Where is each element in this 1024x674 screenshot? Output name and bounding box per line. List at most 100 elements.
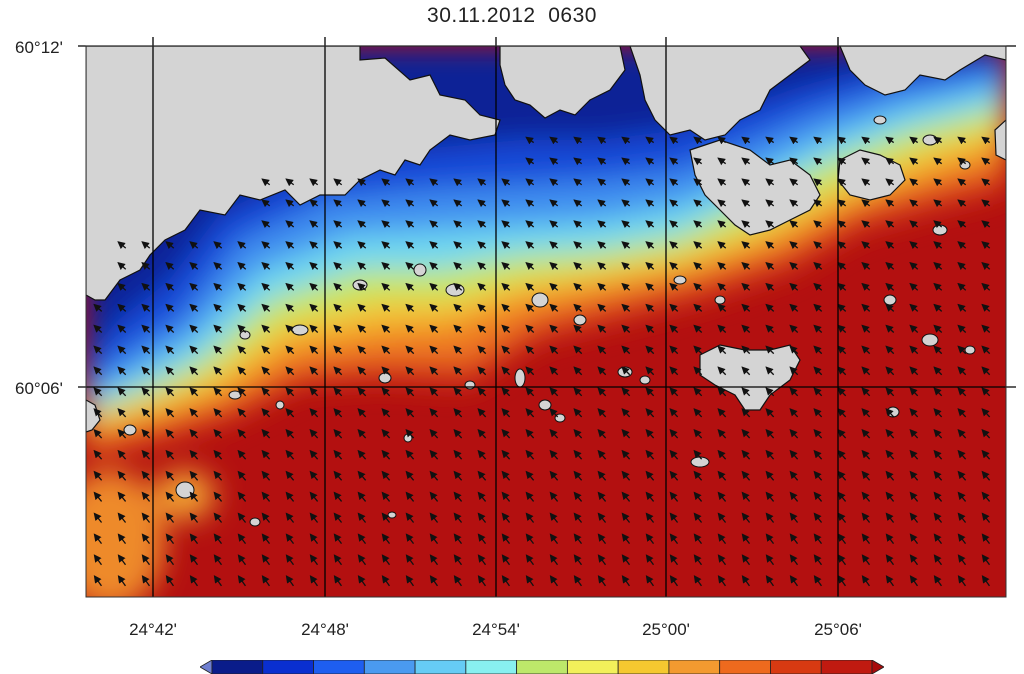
current-arrow-icon [141,470,151,481]
current-arrow-icon [933,512,943,523]
current-arrow-icon [981,533,991,545]
current-arrow-icon [597,220,607,229]
current-arrow-icon [573,428,583,439]
current-arrow-icon [741,366,751,376]
current-arrow-icon [453,178,463,187]
current-arrow-icon [549,408,559,418]
current-arrow-icon [765,157,775,166]
current-arrow-icon [213,449,223,460]
current-arrow-icon [261,261,271,270]
current-arrow-icon [669,282,679,291]
current-arrow-icon [693,241,703,250]
current-arrow-icon [501,575,510,587]
current-arrow-icon [357,345,367,355]
current-arrow-icon [837,324,847,333]
current-arrow-icon [549,470,559,481]
current-arrow-icon [549,241,559,250]
current-arrow-icon [789,303,799,312]
current-arrow-icon [141,345,151,355]
current-arrow-icon [909,157,919,166]
current-arrow-icon [765,449,775,460]
current-arrow-icon [765,220,775,229]
current-arrow-icon [669,324,679,333]
current-arrow-icon [597,533,607,545]
current-arrow-icon [813,408,823,418]
current-arrow-icon [501,449,511,460]
current-arrow-icon [789,575,798,587]
current-arrow-icon [933,491,943,502]
current-arrow-icon [597,345,607,355]
current-arrow-icon [597,449,607,460]
current-arrow-icon [981,575,990,587]
current-arrow-icon [213,408,223,418]
current-arrow-icon [189,428,199,439]
current-arrow-icon [261,449,271,460]
current-arrow-icon [669,220,679,229]
current-arrow-icon [669,261,679,270]
current-arrow-icon [837,303,847,312]
current-arrow-icon [93,449,103,460]
current-arrow-icon [933,241,943,250]
current-arrow-icon [597,324,607,333]
current-arrow-icon [501,512,511,523]
color-scale-swatch [414,660,467,674]
current-arrow-icon [813,387,823,397]
current-arrow-icon [741,220,751,229]
current-arrow-icon [837,387,847,397]
lon-label-1: 24°42' [129,620,177,639]
current-arrow-icon [837,575,846,587]
current-arrow-icon [381,199,391,208]
current-arrow-icon [981,157,991,166]
current-arrow-icon [573,345,583,355]
current-arrow-icon [645,554,655,566]
current-arrow-icon [357,491,367,502]
land-mass [86,46,1006,433]
current-arrow-icon [261,345,271,355]
current-arrow-icon [477,220,487,229]
current-arrow-icon [285,533,295,545]
current-arrow-icon [597,491,607,502]
current-arrow-icon [837,366,847,376]
current-arrow-icon [909,136,919,145]
current-arrow-icon [213,575,222,587]
current-arrow-icon [237,303,247,312]
current-arrow-icon [381,491,391,502]
current-arrow-icon [621,261,631,270]
current-arrow-icon [957,554,967,566]
current-arrow-icon [789,366,799,376]
current-arrow-icon [837,282,847,291]
current-arrow-icon [549,261,559,270]
current-arrow-icon [189,366,199,376]
current-arrow-icon [189,408,199,418]
current-arrow-icon [597,282,607,291]
current-arrow-icon [405,428,415,439]
current-arrow-icon [333,387,343,397]
current-arrow-icon [981,178,991,187]
current-arrow-icon [189,512,199,523]
current-arrow-icon [861,324,871,333]
current-arrow-icon [525,303,535,312]
current-arrow-icon [453,512,463,523]
current-arrow-icon [189,387,199,397]
current-arrow-icon [357,408,367,418]
current-arrow-icon [213,428,223,439]
current-arrow-icon [621,157,631,166]
current-arrow-icon [693,303,703,312]
current-arrow-icon [189,282,199,291]
current-arrow-icon [333,449,343,460]
current-arrow-icon [837,241,847,250]
current-arrow-icon [333,533,343,545]
current-arrow-icon [813,345,823,355]
current-arrow-icon [837,157,847,166]
current-arrow-icon [981,491,991,502]
current-arrow-icon [357,324,367,333]
current-arrow-icon [741,428,751,439]
current-arrow-icon [789,282,799,291]
current-arrow-icon [741,554,751,566]
current-arrow-icon [165,470,175,481]
current-arrow-icon [453,199,463,208]
current-arrow-icon [213,282,223,291]
current-arrow-icon [861,136,871,145]
current-arrow-icon [885,241,895,250]
current-arrow-icon [549,178,559,187]
